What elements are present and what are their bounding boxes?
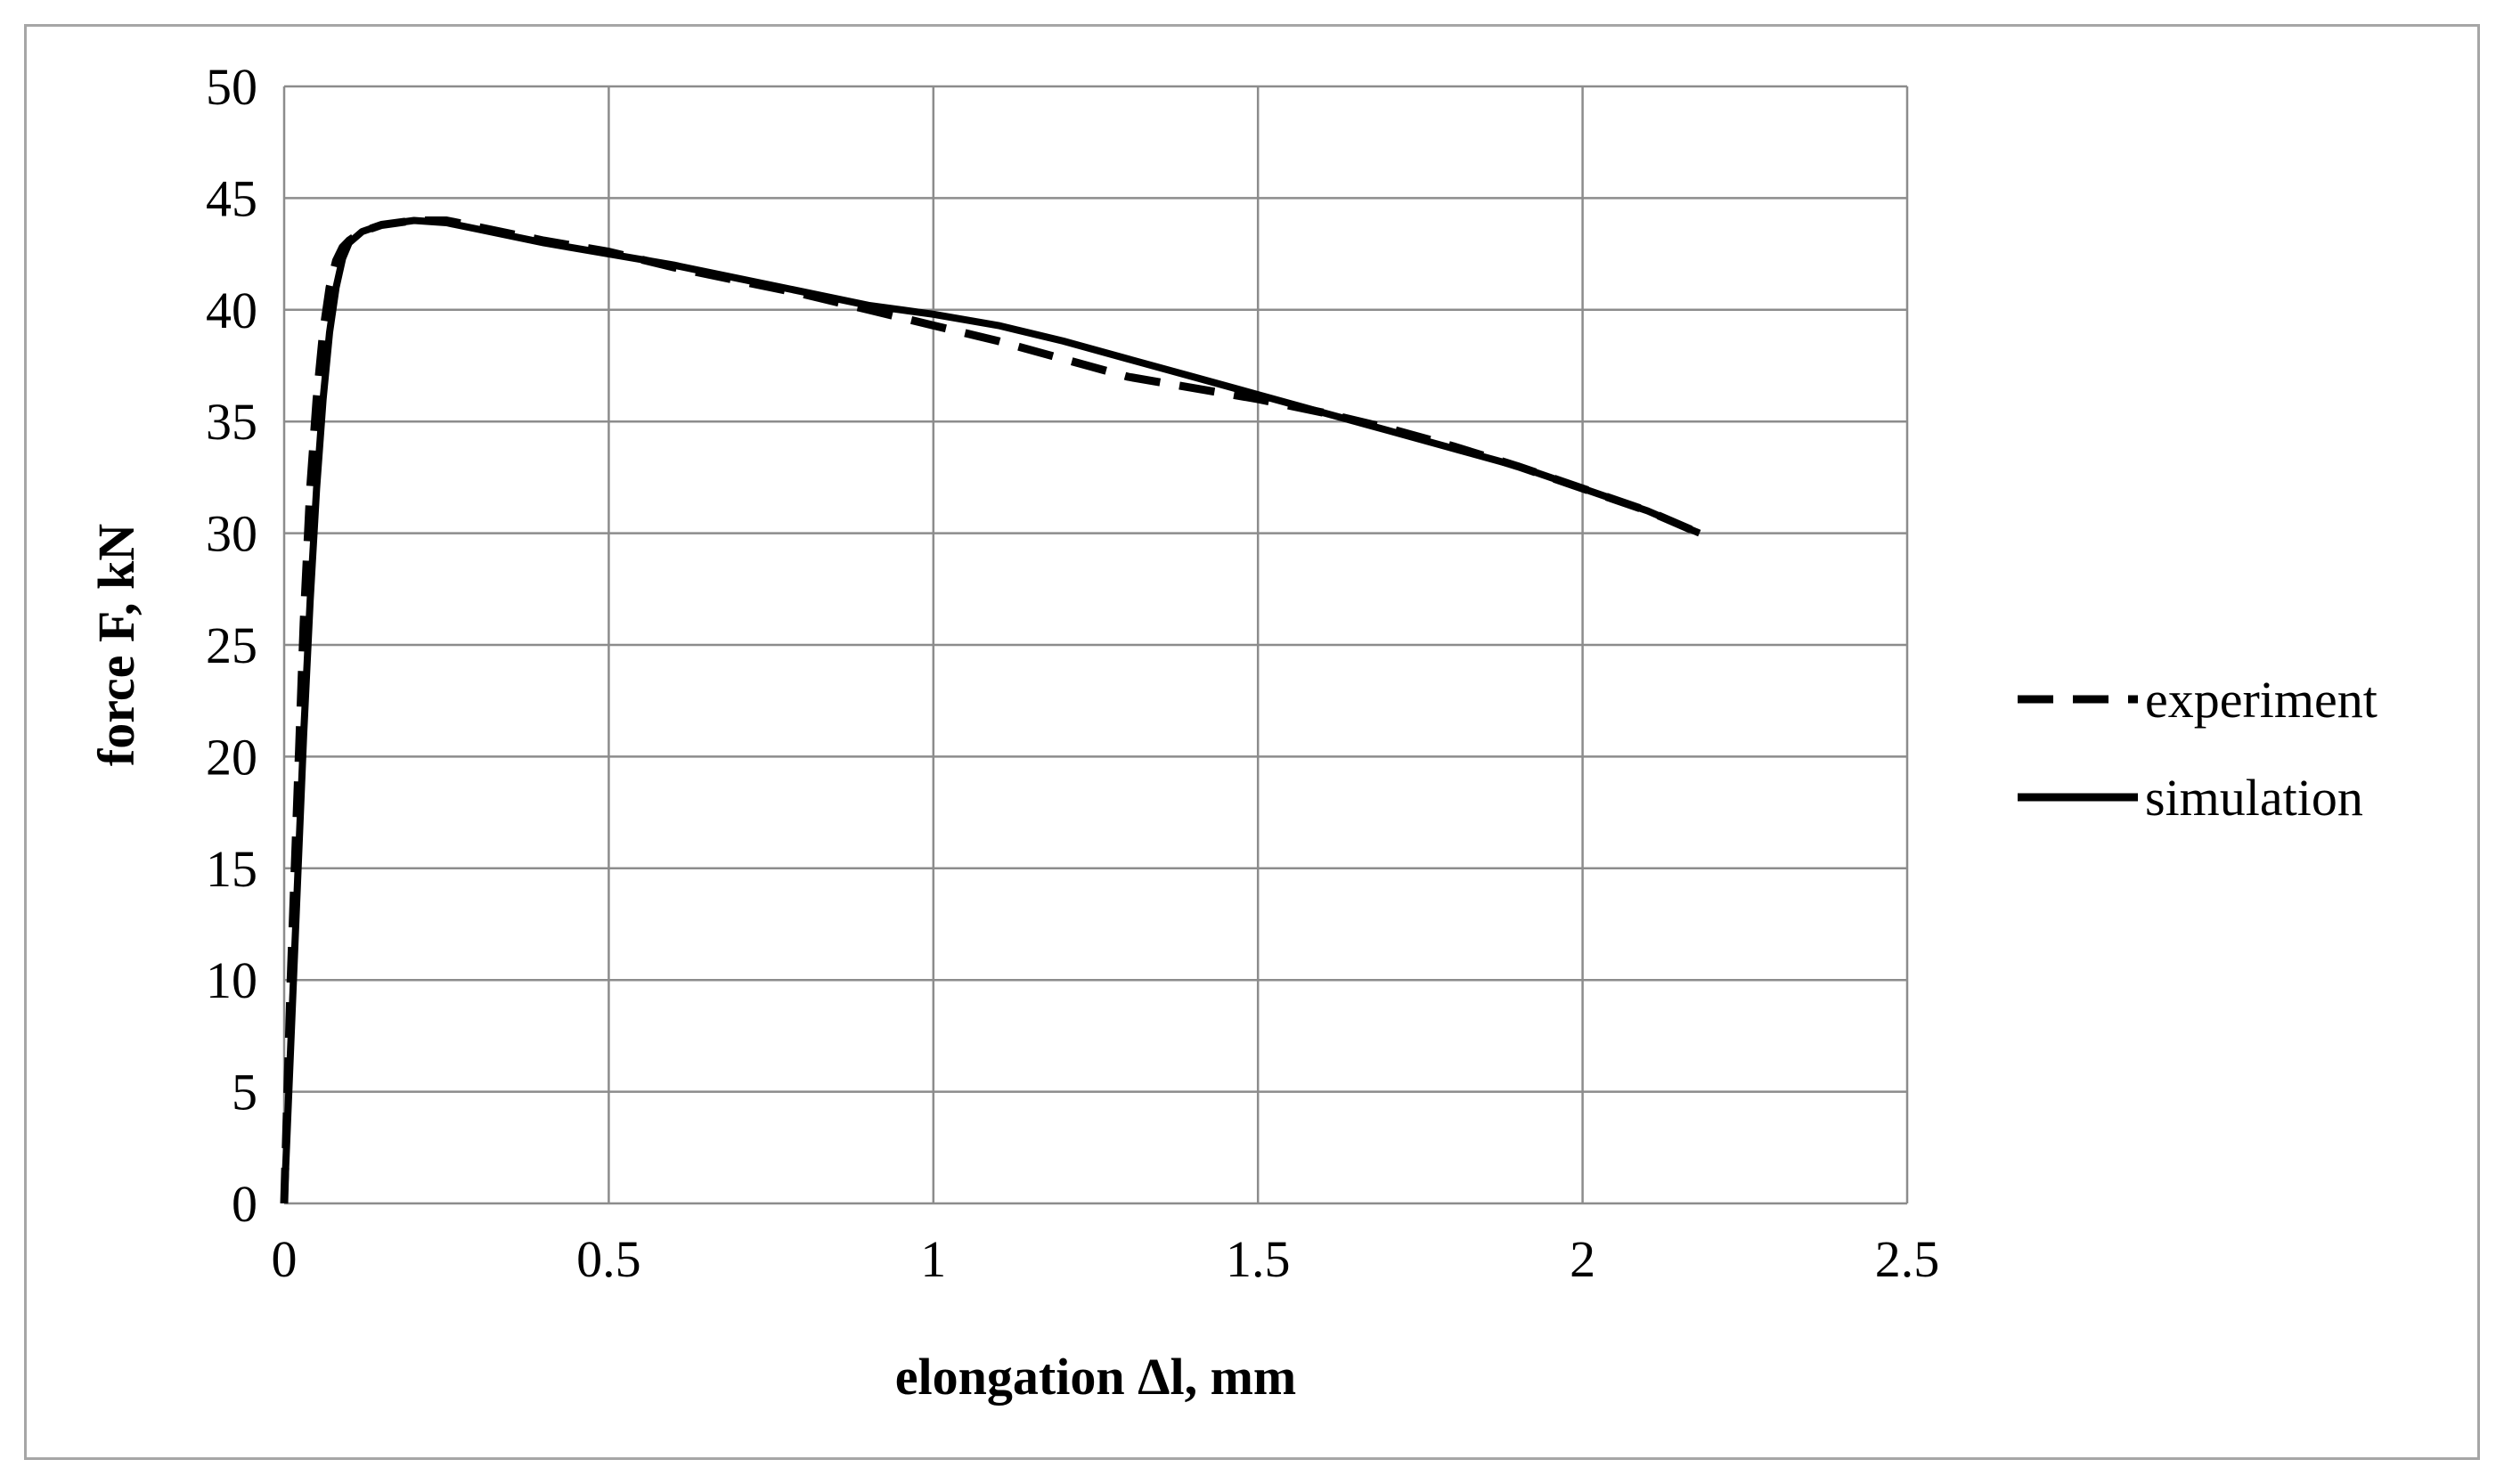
legend: experiment simulation (2018, 671, 2378, 827)
x-tick-label: 1 (920, 1230, 946, 1288)
y-tick-label: 5 (232, 1064, 257, 1121)
y-axis-title: force F, kN (87, 524, 145, 766)
gridlines (282, 85, 1909, 1205)
y-tick-label: 30 (206, 505, 257, 563)
legend-experiment-label: experiment (2145, 671, 2378, 729)
x-tick-label: 0.5 (576, 1230, 641, 1288)
chart-frame (24, 24, 2480, 1460)
simulation-line (281, 216, 1701, 1204)
x-tick-label: 2.5 (1875, 1230, 1940, 1288)
y-tick-label: 25 (206, 616, 257, 674)
y-tick-label: 45 (206, 169, 257, 227)
y-tick-label: 10 (206, 951, 257, 1009)
y-tick-label: 40 (206, 281, 257, 339)
y-tick-label: 50 (206, 58, 257, 116)
legend-simulation-label: simulation (2145, 769, 2363, 827)
y-tick-label: 35 (206, 393, 257, 451)
x-tick-label: 0 (272, 1230, 298, 1288)
y-tick-label: 0 (232, 1175, 257, 1233)
tick-labels: 0 5 10 15 20 25 30 35 40 45 50 0 0.5 1 1.5 2 2.5 (206, 58, 1939, 1288)
x-axis-title: elongation Δl, mm (895, 1348, 1296, 1406)
y-tick-label: 15 (206, 840, 257, 898)
series-lines (280, 216, 1701, 1204)
x-tick-label: 2 (1570, 1230, 1595, 1288)
y-tick-label: 20 (206, 728, 257, 786)
x-tick-label: 1.5 (1226, 1230, 1291, 1288)
experiment-line (280, 216, 1701, 1204)
